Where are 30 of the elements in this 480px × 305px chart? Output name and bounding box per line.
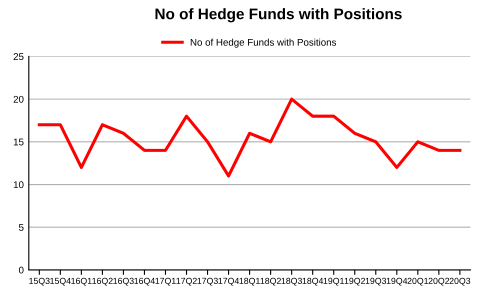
x-tick-label: 20Q2 <box>428 278 450 286</box>
y-tick-label: 0 <box>18 266 24 274</box>
x-tick-label: 19Q4 <box>386 278 408 286</box>
x-tick-label: 17Q1 <box>155 278 176 286</box>
x-tick-label: 16Q1 <box>71 278 92 286</box>
x-tick-label: 19Q1 <box>324 278 344 286</box>
x-tick-label: 18Q1 <box>240 278 260 286</box>
y-tick-label: 15 <box>14 138 24 146</box>
y-tick-label: 10 <box>14 181 24 188</box>
x-tick-label: 18Q2 <box>260 278 281 286</box>
x-tick-label: 16Q4 <box>134 278 155 286</box>
x-tick-label: 20Q3 <box>450 278 470 286</box>
chart-title: No of Hedge Funds with Positions <box>156 8 402 22</box>
legend-label: No of Hedge Funds with Positions <box>190 38 336 48</box>
y-tick-label: 25 <box>14 53 24 60</box>
x-tick-label: 18Q3 <box>282 278 302 286</box>
x-tick-label: 18Q4 <box>302 278 324 286</box>
x-tick-label: 17Q3 <box>198 278 218 286</box>
x-tick-label: 19Q3 <box>366 278 386 286</box>
x-tick-label: 16Q2 <box>92 278 113 286</box>
x-tick-label: 19Q2 <box>344 278 366 286</box>
line-series <box>38 98 462 178</box>
y-tick-label: 20 <box>14 96 24 103</box>
x-tick-label: 16Q3 <box>113 278 134 286</box>
y-tick-label: 5 <box>18 224 24 231</box>
x-tick-label: 17Q2 <box>176 278 197 286</box>
x-tick-label: 15Q4 <box>50 278 71 286</box>
x-tick-label: 17Q4 <box>218 278 240 286</box>
x-tick-label: 20Q1 <box>408 278 428 286</box>
x-tick-label: 15Q3 <box>29 278 50 286</box>
